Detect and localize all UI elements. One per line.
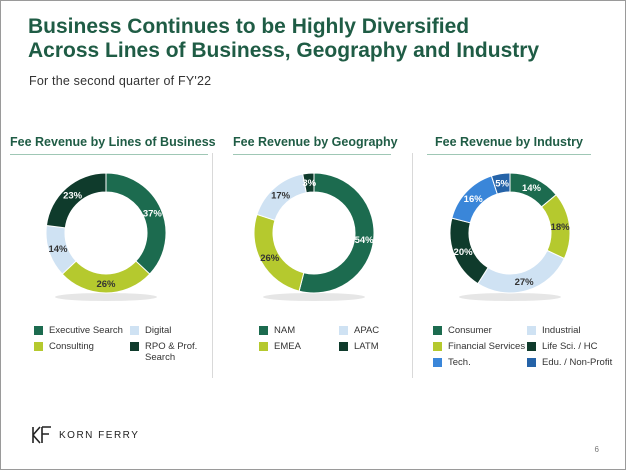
slice-nam (298, 172, 375, 294)
legend-label: Executive Search (49, 325, 123, 336)
panel-divider (412, 153, 413, 378)
legend-item-executive-search: Executive Search (34, 325, 123, 336)
legend-swatch (259, 342, 268, 351)
donut-chart-lines-of-business: 37% 26% 14% 23% (45, 172, 167, 301)
data-label-consumer: 14% (522, 183, 542, 194)
legend-item-edu-non-profit: Edu. / Non-Profit (527, 357, 612, 368)
legend-swatch (34, 326, 43, 335)
legend-item-life-sci-hc: Life Sci. / HC (527, 341, 597, 352)
data-label-financial-services: 18% (551, 222, 571, 233)
slice-edu-non-profit (490, 172, 511, 195)
donut-shadow (55, 293, 157, 301)
legend-swatch (34, 342, 43, 351)
legend-swatch (339, 342, 348, 351)
legend-item-consumer: Consumer (433, 325, 492, 336)
korn-ferry-logo: KORN FERRY (31, 426, 139, 444)
legend-item-emea: EMEA (259, 341, 301, 352)
legend-label: Consulting (49, 341, 94, 352)
legend-label: NAM (274, 325, 296, 336)
legend-label: Life Sci. / HC (542, 341, 598, 352)
korn-ferry-logo-icon (32, 426, 51, 444)
legend-label: Industrial (542, 325, 581, 336)
data-label-industrial: 27% (515, 277, 535, 288)
data-label-nam: 54% (355, 235, 375, 246)
legend-swatch (433, 342, 442, 351)
legend-item-consulting: Consulting (34, 341, 94, 352)
slice-rpo-prof-search (45, 172, 107, 229)
chart-title-rule (233, 154, 391, 155)
chart-title-geography: Fee Revenue by Geography (233, 135, 398, 149)
data-label-tech: 16% (464, 194, 484, 205)
data-label-life-sci-hc: 20% (454, 247, 474, 258)
data-label-digital: 14% (48, 244, 68, 255)
data-label-latm: 3% (302, 178, 316, 189)
legend-item-financial-services: Financial Services (433, 341, 525, 352)
donut-shadow (459, 293, 561, 301)
legend-swatch (339, 326, 348, 335)
panel-divider (212, 153, 213, 378)
data-label-rpo-prof-search: 23% (63, 191, 83, 202)
data-label-emea: 26% (260, 253, 280, 264)
legend-swatch (527, 358, 536, 367)
legend-label: Edu. / Non-Profit (542, 357, 613, 368)
slide-title-line-2: Across Lines of Business, Geography and … (28, 39, 540, 62)
legend-item-apac: APAC (339, 325, 379, 336)
chart-title-industry: Fee Revenue by Industry (435, 135, 583, 149)
legend-label: Digital (145, 325, 172, 336)
chart-title-lines-of-business: Fee Revenue by Lines of Business (10, 135, 216, 149)
slide-title: Business Continues to be Highly Diversif… (28, 15, 539, 63)
slide-title-line-1: Business Continues to be Highly Diversif… (28, 15, 470, 38)
donut-chart-industry: 14% 18% 27% 20% 16% 5% (449, 172, 571, 301)
legend-label: EMEA (274, 341, 301, 352)
legend-swatch (130, 342, 139, 351)
page-number: 6 (594, 445, 599, 454)
legend-swatch (130, 326, 139, 335)
legend-label: LATM (354, 341, 379, 352)
donut-shadow (263, 293, 365, 301)
logo-text: KORN FERRY (59, 429, 140, 441)
legend-item-industrial: Industrial (527, 325, 581, 336)
legend-swatch (527, 326, 536, 335)
data-label-edu-non-profit: 5% (495, 179, 509, 190)
legend-label: Consumer (448, 325, 492, 336)
legend-label: APAC (354, 325, 380, 336)
chart-title-rule (10, 154, 208, 155)
slice-executive-search (105, 172, 167, 275)
legend-swatch (433, 358, 442, 367)
chart-title-rule (427, 154, 591, 155)
legend-label: Financial Services (448, 341, 526, 352)
legend-label: Tech. (448, 357, 471, 368)
data-label-executive-search: 37% (143, 208, 163, 219)
slide-subtitle: For the second quarter of FY'22 (29, 74, 212, 88)
data-label-consulting: 26% (96, 279, 116, 290)
legend-item-rpo-prof-search: RPO & Prof. Search (130, 341, 207, 363)
legend-item-digital: Digital (130, 325, 171, 336)
donut-chart-geography: 54% 26% 17% 3% (253, 172, 375, 301)
legend-item-latm: LATM (339, 341, 379, 352)
legend-item-nam: NAM (259, 325, 295, 336)
slice-latm (302, 172, 315, 194)
legend-swatch (259, 326, 268, 335)
data-label-apac: 17% (271, 191, 291, 202)
legend-swatch (527, 342, 536, 351)
legend-item-tech: Tech. (433, 357, 471, 368)
legend-swatch (433, 326, 442, 335)
legend-label: RPO & Prof. Search (145, 341, 198, 363)
